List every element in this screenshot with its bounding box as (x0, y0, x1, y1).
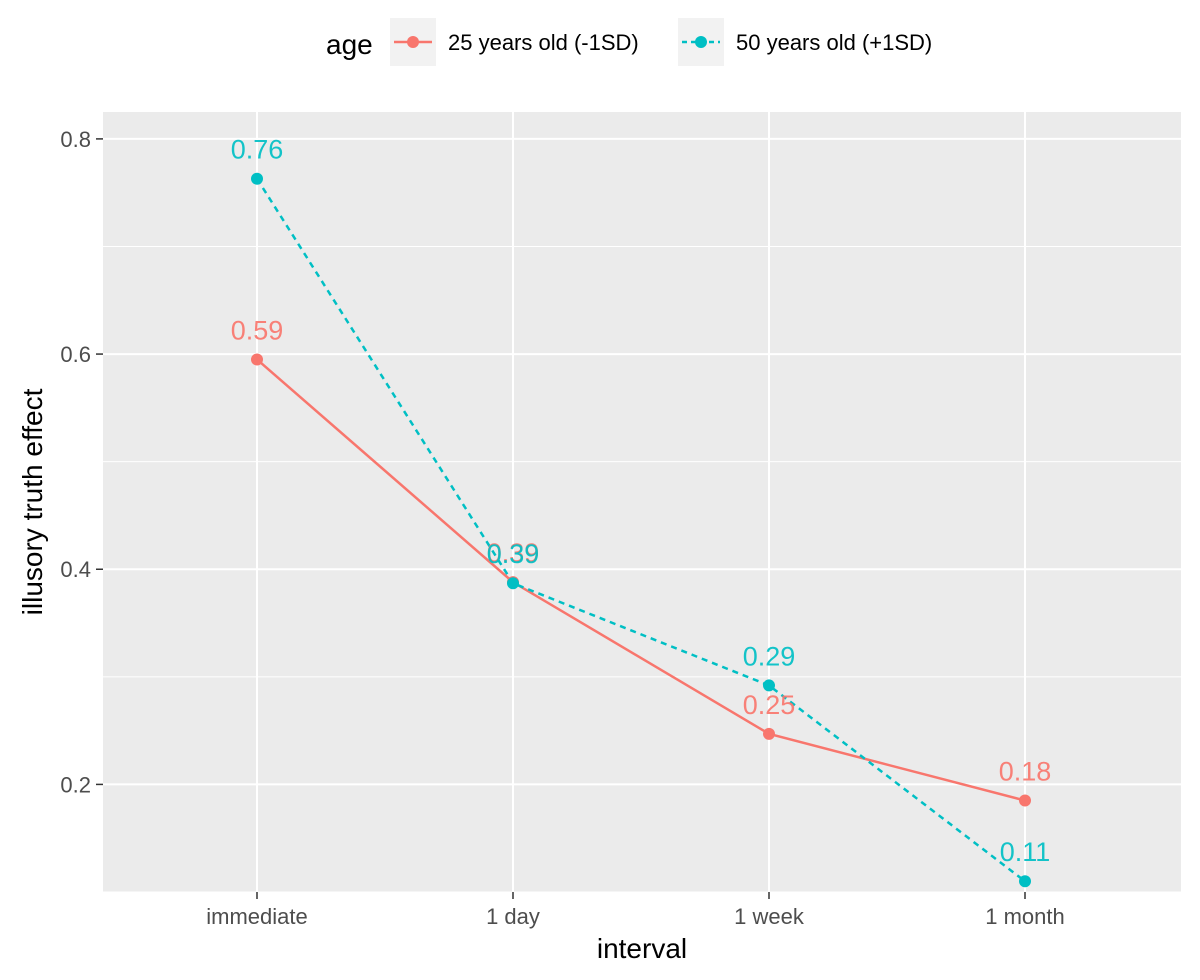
series-1-point (763, 679, 775, 692)
series-1-point (251, 172, 263, 185)
legend-key-point-0 (407, 36, 419, 48)
series-0-data-label: 0.39 (487, 538, 540, 568)
series-0-point (251, 353, 263, 366)
x-tick-label: immediate (206, 904, 307, 929)
legend-label-1: 50 years old (+1SD) (736, 30, 932, 55)
legend: age 25 years old (-1SD) 50 years old (+1… (326, 18, 932, 66)
series (251, 172, 1031, 888)
series-line-0 (256, 358, 1026, 802)
x-tick-label: 1 week (734, 904, 805, 929)
series-1-data-label: 0.11 (1000, 837, 1051, 867)
series-line-1 (255, 178, 1026, 883)
series-1-point (1019, 875, 1031, 888)
series-0-point (763, 727, 775, 740)
series-0-data-label: 0.18 (999, 757, 1052, 787)
plot-panel (103, 112, 1181, 892)
y-tick-label: 0.8 (60, 127, 91, 152)
series-1-point (507, 577, 519, 590)
y-tick-label: 0.6 (60, 342, 91, 367)
series-0-data-label: 0.59 (231, 315, 284, 345)
y-tick-label: 0.4 (60, 557, 91, 582)
data-labels: 0.590.390.250.180.760.390.290.11 (231, 135, 1052, 868)
series-1-data-label: 0.76 (231, 135, 284, 165)
x-axis-title: interval (597, 933, 687, 964)
series-0-data-label: 0.25 (743, 690, 796, 720)
y-tick-label: 0.2 (60, 772, 91, 797)
legend-key-point-1 (695, 36, 707, 48)
axes: 0.2 0.4 0.6 0.8 immediate 1 day 1 week 1 month (60, 127, 1064, 929)
legend-label-0: 25 years old (-1SD) (448, 30, 639, 55)
x-tick-label: 1 day (486, 904, 540, 929)
x-tick-label: 1 month (985, 904, 1065, 929)
series-1-data-label: 0.39 (487, 539, 540, 569)
series-1-data-label: 0.29 (743, 641, 796, 671)
y-axis-title: illusory truth effect (17, 388, 48, 615)
legend-title: age (326, 29, 373, 60)
series-0-point (1019, 794, 1031, 807)
grid (103, 112, 1181, 893)
